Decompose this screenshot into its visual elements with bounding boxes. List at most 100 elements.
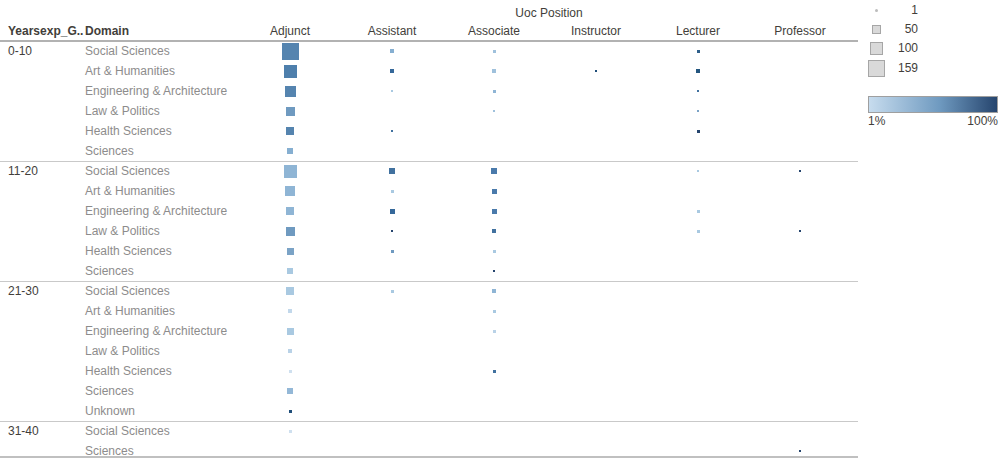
mark-0-10-lecturer[interactable] <box>697 110 699 112</box>
group-label-11-20[interactable]: 11-20 <box>8 161 38 181</box>
domain-label[interactable]: Sciences <box>85 381 134 401</box>
mark-21-30-adjunct[interactable] <box>288 309 292 313</box>
column-header-instructor[interactable]: Instructor <box>571 21 621 41</box>
domain-label[interactable]: Engineering & Architecture <box>85 81 227 101</box>
mark-0-10-adjunct[interactable] <box>284 65 297 78</box>
size-legend-swatch-100[interactable] <box>870 42 883 55</box>
mark-11-20-professor[interactable] <box>799 170 801 172</box>
mark-0-10-instructor[interactable] <box>595 70 597 72</box>
mark-11-20-professor[interactable] <box>799 230 801 232</box>
mark-11-20-lecturer[interactable] <box>697 210 700 213</box>
mark-0-10-adjunct[interactable] <box>282 43 299 60</box>
mark-0-10-adjunct[interactable] <box>287 148 293 154</box>
domain-label[interactable]: Social Sciences <box>85 421 170 441</box>
mark-11-20-adjunct[interactable] <box>284 165 297 178</box>
mark-21-30-adjunct[interactable] <box>286 287 294 295</box>
size-legend-value: 50 <box>884 22 918 36</box>
row-header-domain[interactable]: Domain <box>85 21 129 41</box>
mark-11-20-lecturer[interactable] <box>697 230 700 233</box>
domain-label[interactable]: Sciences <box>85 261 134 281</box>
mark-0-10-lecturer[interactable] <box>697 50 700 53</box>
group-label-0-10[interactable]: 0-10 <box>8 41 32 61</box>
size-legend-value: 1 <box>884 3 918 17</box>
mark-21-30-associate[interactable] <box>493 310 496 313</box>
column-header-professor[interactable]: Professor <box>774 21 825 41</box>
domain-label[interactable]: Art & Humanities <box>85 301 175 321</box>
column-header-adjunct[interactable]: Adjunct <box>270 21 310 41</box>
domain-label[interactable]: Social Sciences <box>85 281 170 301</box>
mark-0-10-associate[interactable] <box>492 69 496 73</box>
domain-label[interactable]: Law & Politics <box>85 341 160 361</box>
size-legend-swatch-159[interactable] <box>868 60 885 77</box>
group-label-21-30[interactable]: 21-30 <box>8 281 39 301</box>
domain-label[interactable]: Health Sciences <box>85 361 172 381</box>
domain-label[interactable]: Social Sciences <box>85 41 170 61</box>
mark-11-20-associate[interactable] <box>492 189 497 194</box>
size-legend-value: 100 <box>884 41 918 55</box>
domain-label[interactable]: Art & Humanities <box>85 61 175 81</box>
mark-11-20-assistant[interactable] <box>390 209 395 214</box>
mark-11-20-assistant[interactable] <box>389 168 395 174</box>
mark-11-20-adjunct[interactable] <box>286 207 294 215</box>
domain-label[interactable]: Social Sciences <box>85 161 170 181</box>
mark-11-20-associate[interactable] <box>492 209 497 214</box>
color-gradient-legend[interactable] <box>868 96 998 113</box>
mark-11-20-associate[interactable] <box>493 270 495 272</box>
domain-label[interactable]: Engineering & Architecture <box>85 201 227 221</box>
mark-11-20-assistant[interactable] <box>391 250 394 253</box>
mark-11-20-associate[interactable] <box>492 229 496 233</box>
mark-0-10-associate[interactable] <box>493 50 496 53</box>
domain-label[interactable]: Health Sciences <box>85 121 172 141</box>
mark-21-30-adjunct[interactable] <box>287 328 294 335</box>
group-separator <box>0 161 858 162</box>
mark-0-10-lecturer[interactable] <box>697 130 700 133</box>
mark-21-30-adjunct[interactable] <box>288 349 292 353</box>
mark-0-10-assistant[interactable] <box>390 69 394 73</box>
mark-21-30-assistant[interactable] <box>391 290 394 293</box>
mark-0-10-adjunct[interactable] <box>285 86 296 97</box>
mark-21-30-associate[interactable] <box>493 330 496 333</box>
mark-0-10-associate[interactable] <box>493 110 495 112</box>
mark-0-10-adjunct[interactable] <box>286 107 295 116</box>
mark-21-30-adjunct[interactable] <box>289 410 292 413</box>
size-legend-swatch-50[interactable] <box>872 25 881 34</box>
domain-label[interactable]: Law & Politics <box>85 101 160 121</box>
mark-0-10-lecturer[interactable] <box>696 69 700 73</box>
mark-0-10-lecturer[interactable] <box>697 90 699 92</box>
mark-0-10-assistant[interactable] <box>391 130 393 132</box>
domain-label[interactable]: Health Sciences <box>85 241 172 261</box>
mark-11-20-assistant[interactable] <box>391 230 393 232</box>
mark-11-20-associate[interactable] <box>493 250 496 253</box>
mark-11-20-associate[interactable] <box>491 168 497 174</box>
column-header-associate[interactable]: Associate <box>468 21 520 41</box>
domain-label[interactable]: Sciences <box>85 441 134 461</box>
mark-21-30-associate[interactable] <box>493 370 496 373</box>
domain-label[interactable]: Law & Politics <box>85 221 160 241</box>
mark-31-40-professor[interactable] <box>799 450 801 452</box>
column-header-assistant[interactable]: Assistant <box>368 21 417 41</box>
mark-21-30-associate[interactable] <box>492 289 496 293</box>
domain-label[interactable]: Sciences <box>85 141 134 161</box>
domain-label[interactable]: Art & Humanities <box>85 181 175 201</box>
size-legend-swatch-1[interactable] <box>875 9 878 12</box>
mark-0-10-assistant[interactable] <box>391 90 393 92</box>
mark-11-20-assistant[interactable] <box>391 190 394 193</box>
group-label-31-40[interactable]: 31-40 <box>8 421 39 441</box>
domain-label[interactable]: Engineering & Architecture <box>85 321 227 341</box>
mark-11-20-adjunct[interactable] <box>286 227 295 236</box>
mark-0-10-associate[interactable] <box>493 90 496 93</box>
mark-0-10-adjunct[interactable] <box>286 127 294 135</box>
group-separator <box>0 281 858 282</box>
mark-11-20-lecturer[interactable] <box>697 170 699 172</box>
mark-21-30-adjunct[interactable] <box>287 388 293 394</box>
mark-11-20-adjunct[interactable] <box>287 248 294 255</box>
mark-11-20-adjunct[interactable] <box>287 268 293 274</box>
domain-label[interactable]: Unknown <box>85 401 135 421</box>
mark-21-30-adjunct[interactable] <box>289 370 292 373</box>
mark-31-40-adjunct[interactable] <box>289 430 292 433</box>
column-header-lecturer[interactable]: Lecturer <box>676 21 720 41</box>
chart-title: Uoc Position <box>240 3 858 23</box>
mark-0-10-assistant[interactable] <box>390 49 394 53</box>
row-header-yearsexp[interactable]: Yearsexp_G.. <box>8 21 83 41</box>
mark-11-20-adjunct[interactable] <box>285 186 295 196</box>
